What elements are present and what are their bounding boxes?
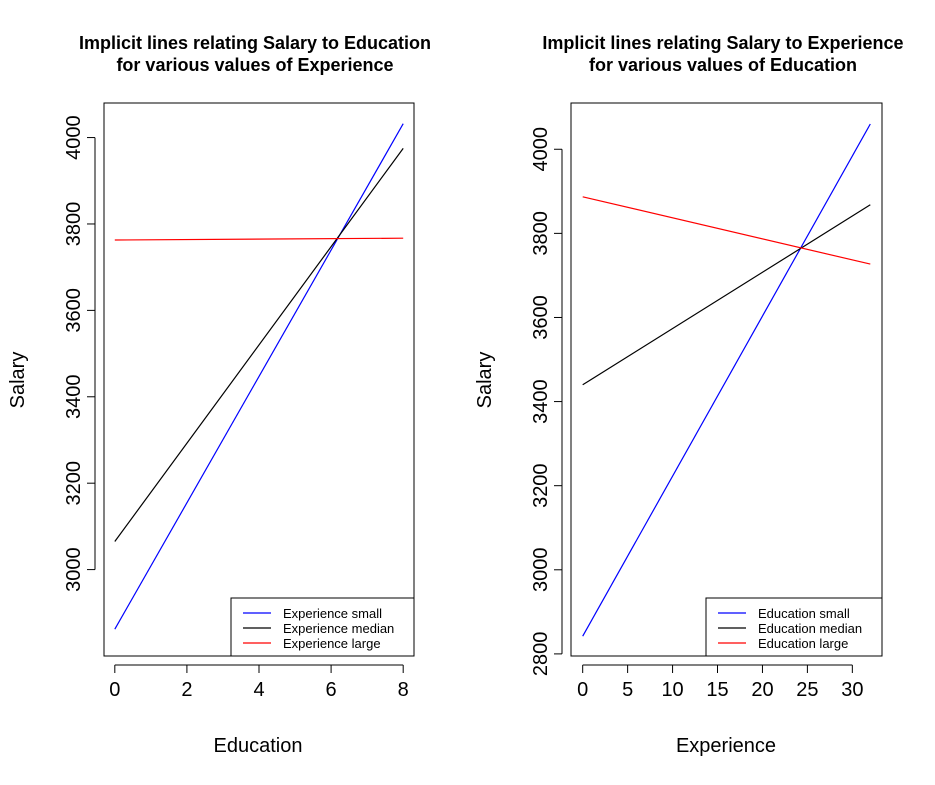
chart-title-line-1: Implicit lines relating Salary to Experi… xyxy=(542,33,903,53)
chart-title-line-2: for various values of Experience xyxy=(116,55,393,75)
series-line-0 xyxy=(582,123,871,637)
y-axis-label: Salary xyxy=(474,352,496,409)
legend-entry-label: Education large xyxy=(758,636,848,651)
x-axis-label: Experience xyxy=(676,735,776,757)
x-tick-label: 6 xyxy=(326,679,337,701)
x-tick-label: 2 xyxy=(181,679,192,701)
legend-box xyxy=(230,597,415,657)
x-tick-label: 15 xyxy=(706,679,728,701)
series-line-1 xyxy=(582,204,871,386)
y-tick-label: 3200 xyxy=(63,461,85,506)
x-tick-label: 0 xyxy=(577,679,588,701)
y-tick-label: 3800 xyxy=(530,211,552,256)
series-line-1 xyxy=(114,148,404,542)
x-tick-label: 5 xyxy=(622,679,633,701)
x-tick-label: 4 xyxy=(253,679,264,701)
y-tick-label: 3000 xyxy=(530,548,552,593)
y-tick-label: 3200 xyxy=(530,463,552,508)
series-line-2 xyxy=(582,196,871,265)
x-tick-label: 30 xyxy=(841,679,863,701)
y-tick-label: 3400 xyxy=(63,375,85,420)
series-line-0 xyxy=(114,123,404,630)
x-tick-label: 25 xyxy=(796,679,818,701)
y-tick-label: 3800 xyxy=(63,202,85,247)
x-tick-label: 8 xyxy=(398,679,409,701)
y-tick-label: 3600 xyxy=(530,295,552,340)
y-tick-label: 3600 xyxy=(63,288,85,333)
y-axis-label: Salary xyxy=(7,352,29,409)
y-tick-label: 3000 xyxy=(63,547,85,592)
series-line-2 xyxy=(114,237,404,241)
legend-entry-label: Experience large xyxy=(283,636,381,651)
chart-title-line-1: Implicit lines relating Salary to Educat… xyxy=(79,33,431,53)
legend-entry-label: Education small xyxy=(758,606,850,621)
legend-entry-label: Experience small xyxy=(283,606,382,621)
y-tick-label: 2800 xyxy=(530,632,552,677)
y-tick-label: 4000 xyxy=(530,127,552,172)
legend-box xyxy=(705,597,883,657)
x-tick-label: 10 xyxy=(661,679,683,701)
y-tick-label: 3400 xyxy=(530,379,552,424)
chart-panel-education: Implicit lines relating Salary to Educat… xyxy=(7,33,431,757)
x-tick-label: 0 xyxy=(109,679,120,701)
x-tick-label: 20 xyxy=(751,679,773,701)
chart-title-line-2: for various values of Education xyxy=(589,55,857,75)
legend-entry-label: Education median xyxy=(758,621,862,636)
chart-panel-experience: Implicit lines relating Salary to Experi… xyxy=(474,33,904,757)
y-tick-label: 4000 xyxy=(63,115,85,160)
x-axis-label: Education xyxy=(214,735,303,757)
legend-entry-label: Experience median xyxy=(283,621,394,636)
